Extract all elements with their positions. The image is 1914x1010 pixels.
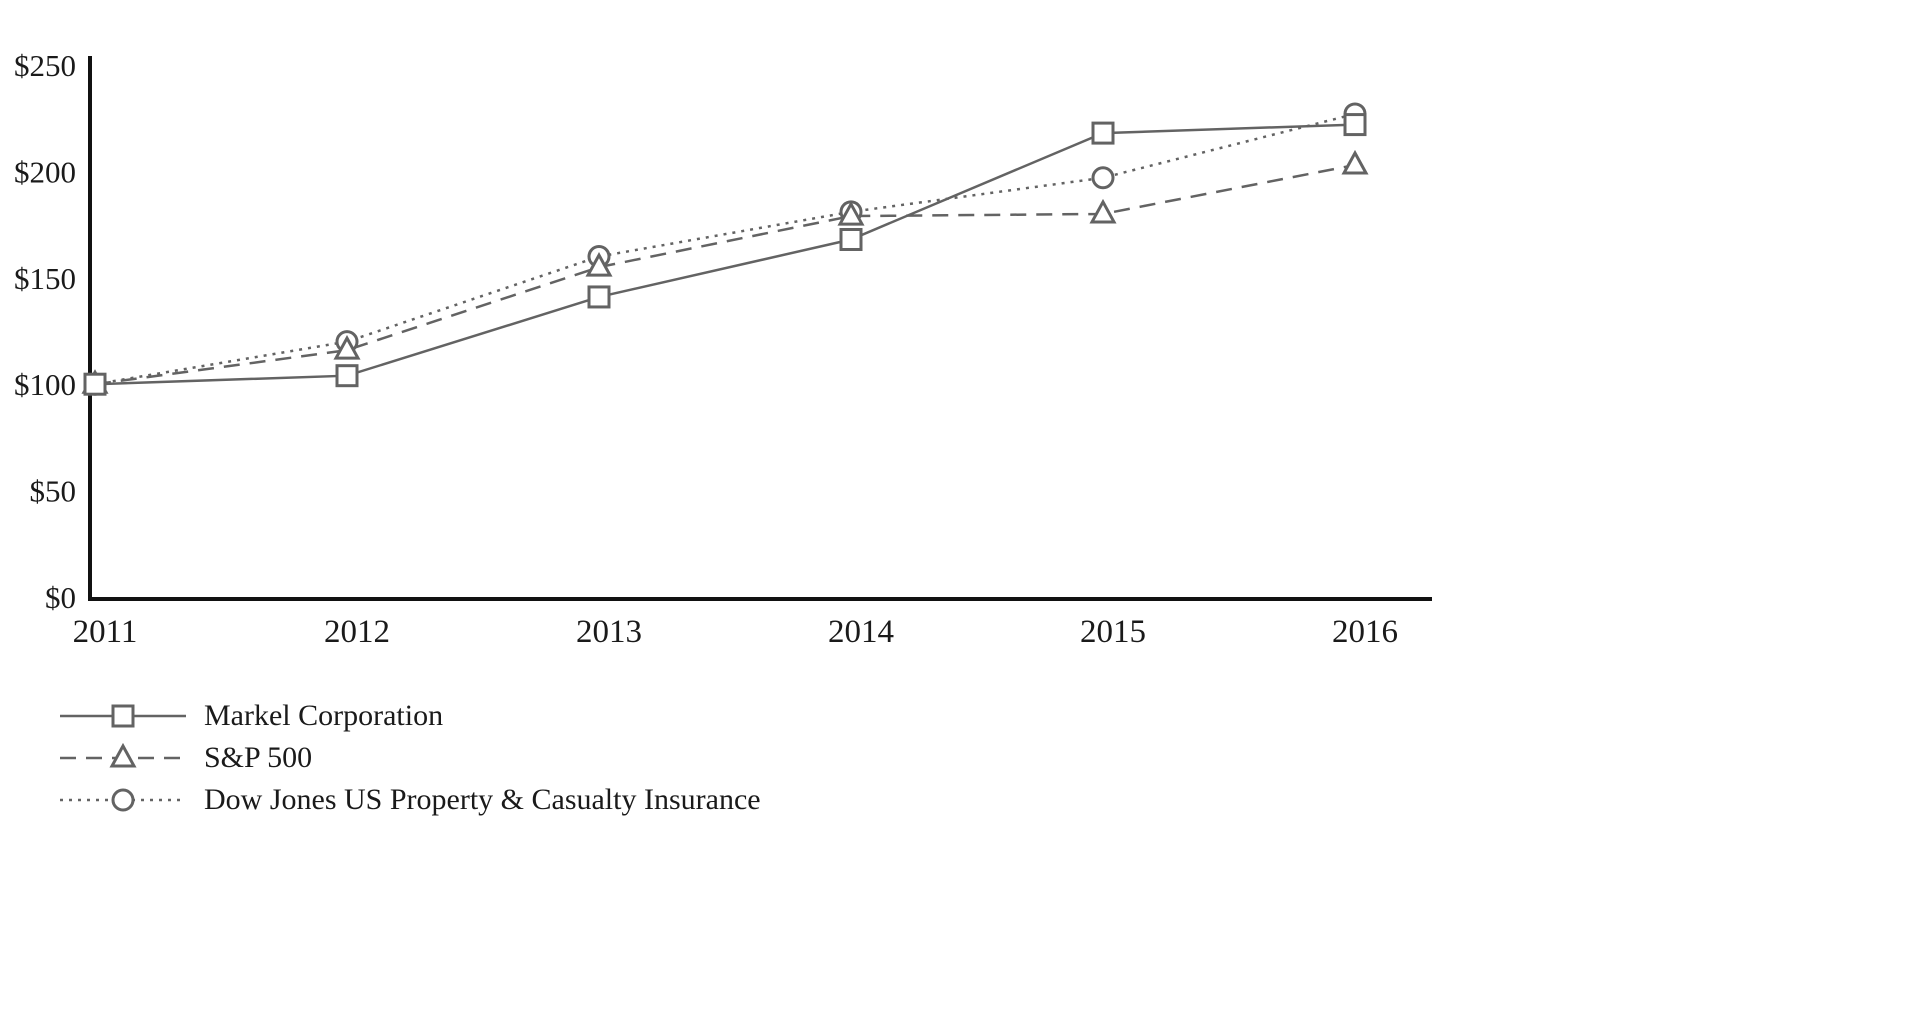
triangle-marker (333, 335, 361, 360)
legend-label-sp500: S&P 500 (204, 741, 313, 774)
triangle-marker (1089, 198, 1117, 224)
y-tick-label: $250 (14, 48, 76, 83)
x-tick-label: 2011 (73, 614, 138, 650)
circle-marker (1091, 166, 1115, 190)
x-tick-label: 2015 (1080, 614, 1146, 650)
legend-item-dowjones: Dow Jones US Property & Casualty Insuran… (58, 782, 761, 818)
line-chart: $0 $50 $100 $150 $200 $250 2011 2012 2013 2014 201… (14, 48, 1432, 650)
y-tick-label: $200 (14, 154, 76, 189)
square-marker-icon (60, 704, 186, 728)
series-line-0 (94, 123, 1356, 386)
triangle-marker (1341, 149, 1369, 175)
square-marker (83, 372, 107, 396)
x-tick-label: 2012 (324, 614, 390, 650)
triangle-marker (585, 252, 613, 277)
x-tick-label: 2016 (1332, 614, 1398, 650)
series-line-2 (94, 112, 1356, 386)
square-marker (1343, 113, 1367, 137)
square-marker (839, 227, 863, 251)
y-tick-label: $0 (45, 580, 76, 615)
x-tick-label: 2013 (576, 614, 642, 650)
y-tick-label: $100 (14, 367, 76, 402)
triangle-marker (837, 200, 865, 226)
square-marker (1091, 121, 1115, 145)
legend-item-markel: Markel Corporation (58, 698, 761, 734)
legend-label-dowjones: Dow Jones US Property & Casualty Insuran… (204, 783, 761, 816)
series-line-1 (94, 163, 1356, 386)
legend-label-markel: Markel Corporation (204, 699, 444, 732)
triangle-marker-icon (60, 742, 186, 768)
square-marker (587, 285, 611, 309)
y-tick-label: $50 (30, 474, 77, 509)
y-tick-label: $150 (14, 261, 76, 296)
chart-legend: Markel Corporation S&P 500 Dow Jones US … (58, 698, 761, 818)
circle-marker (111, 788, 135, 812)
legend-item-sp500: S&P 500 (58, 740, 761, 776)
triangle-marker (109, 742, 137, 768)
square-marker (111, 704, 135, 728)
x-tick-label: 2014 (828, 614, 894, 650)
circle-marker-icon (60, 788, 186, 812)
square-marker (335, 364, 359, 388)
